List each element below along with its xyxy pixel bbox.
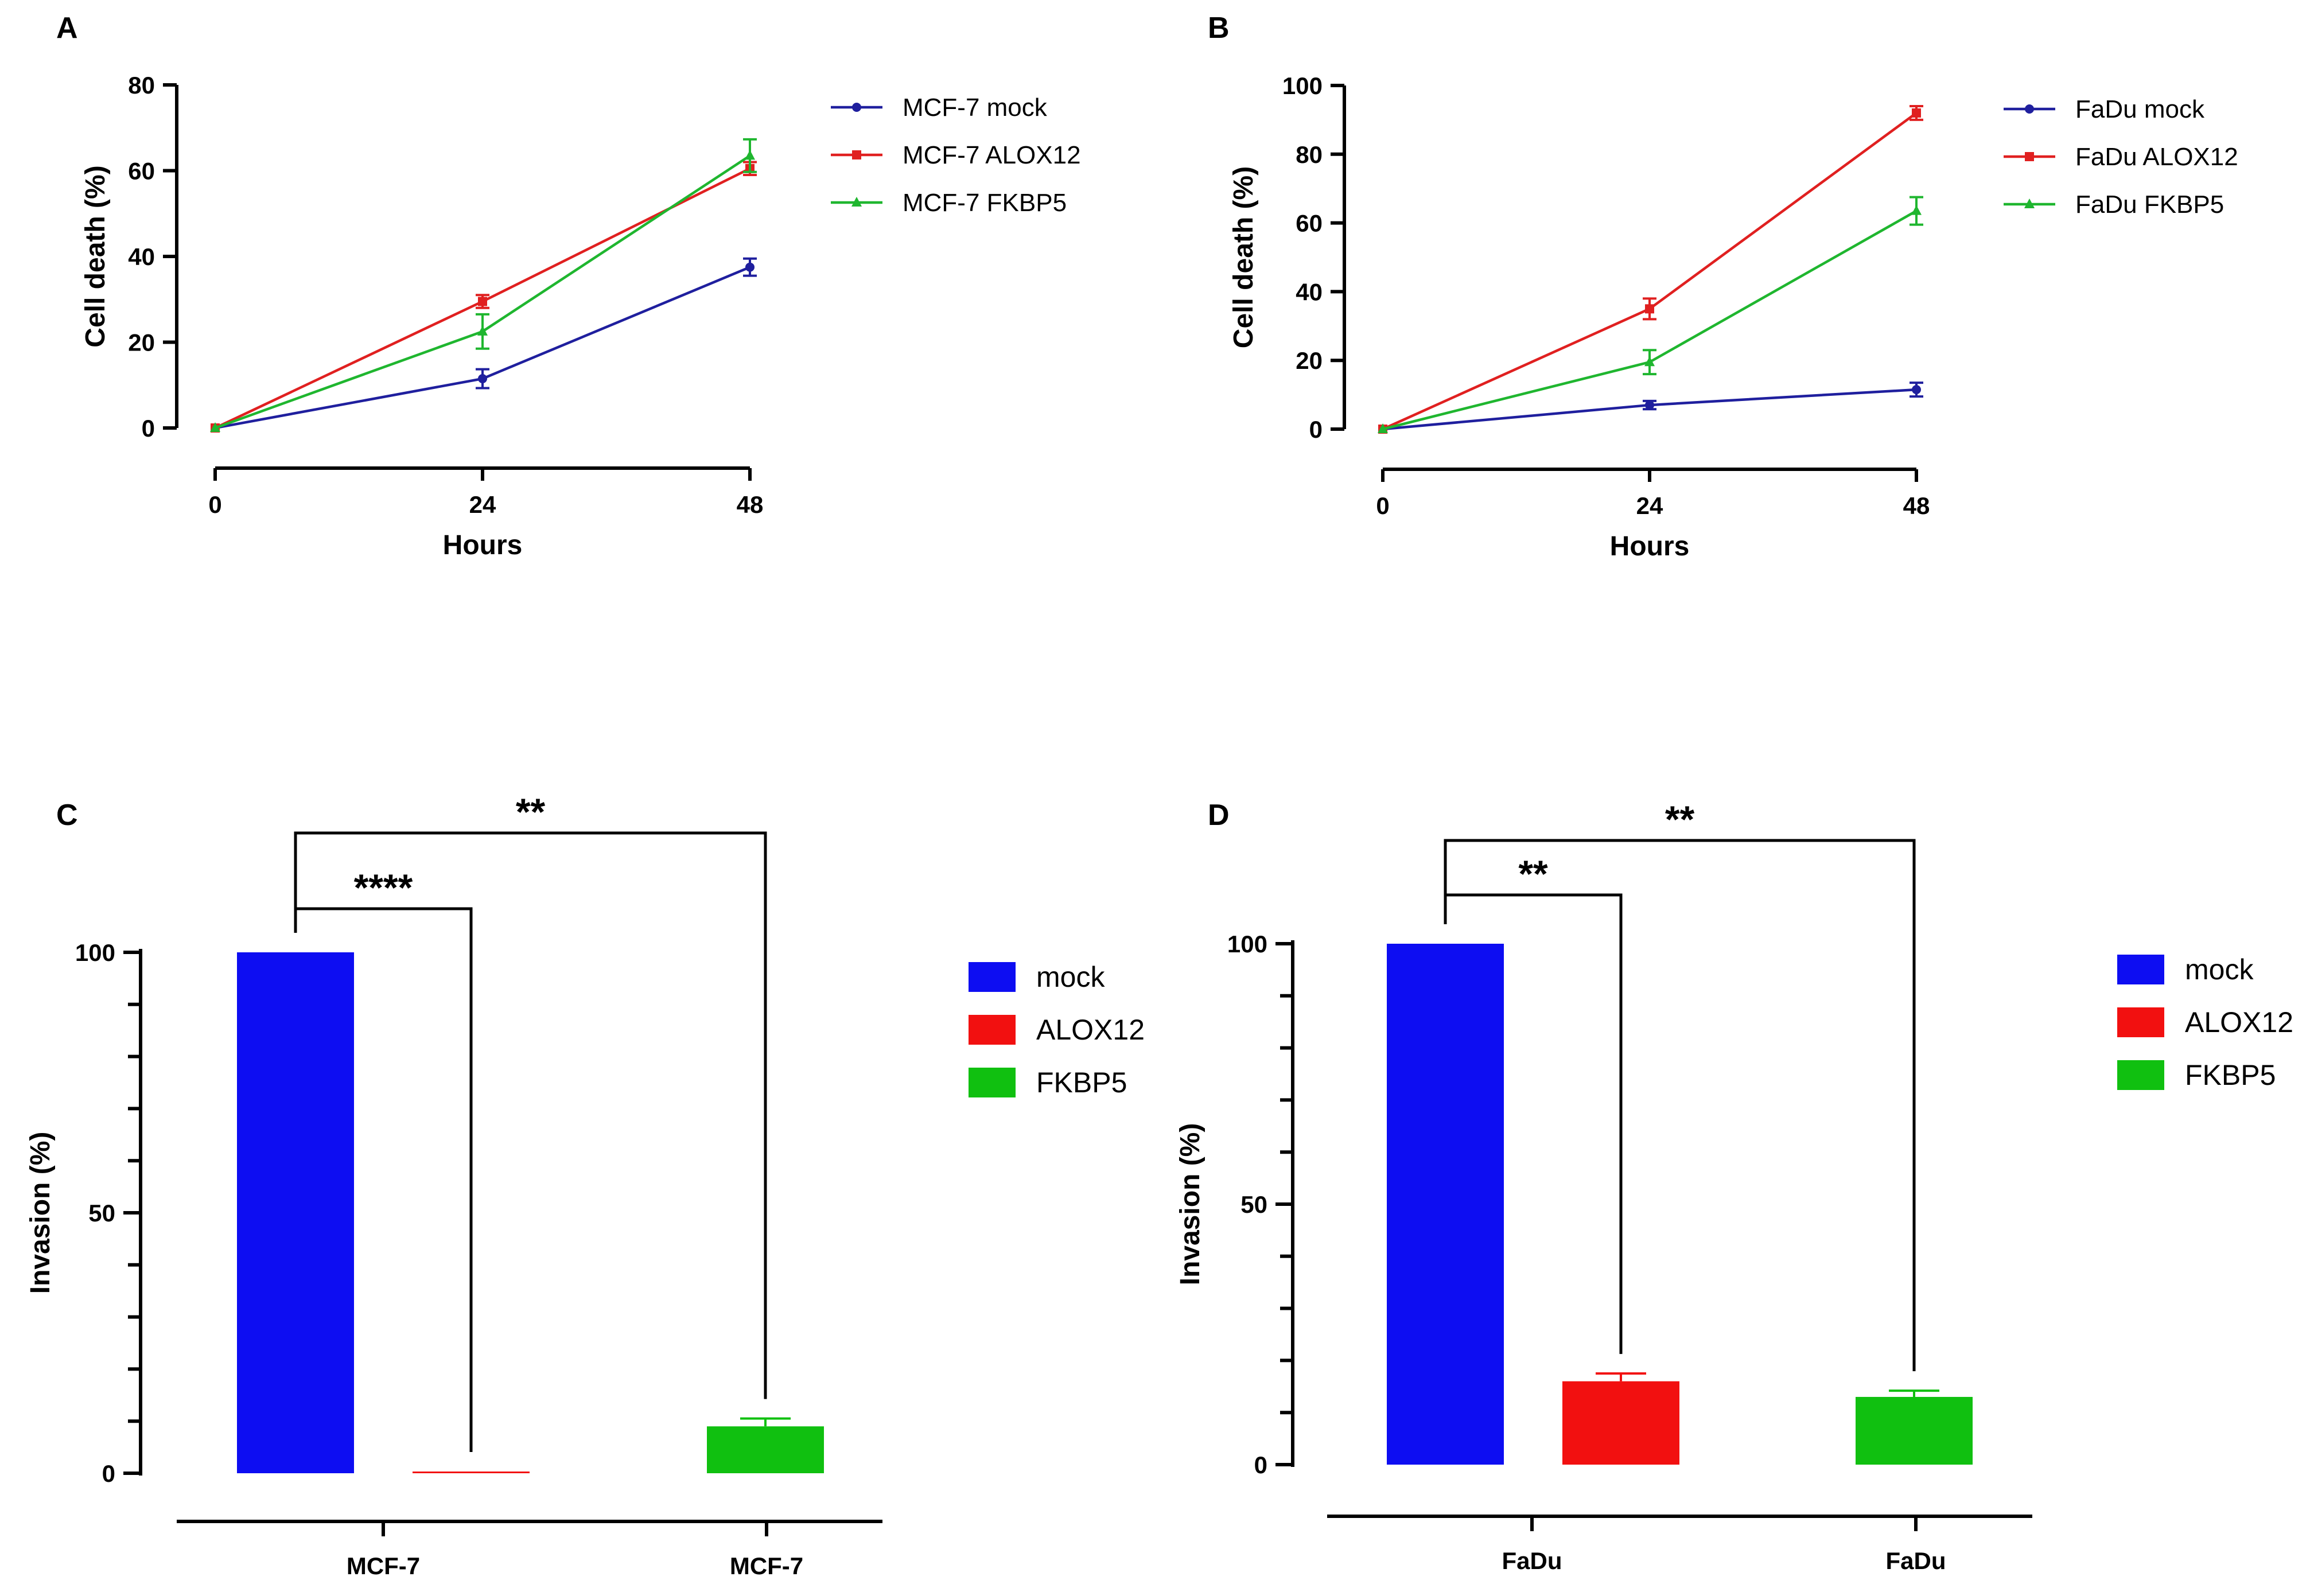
x-axis-title: Hours [1610,531,1690,562]
y-tick-label: 100 [1282,72,1323,99]
x-tick-label: 48 [737,491,764,518]
legend-marker [851,197,862,207]
significance-label: **** [354,866,413,909]
legend-label: mock [1036,961,1105,993]
y-tick-label: 80 [1296,141,1323,168]
y-tick-label: 100 [1227,931,1267,957]
y-tick-label: 0 [102,1460,115,1487]
data-point [1644,356,1655,367]
x-axis-title: Hours [443,530,523,560]
legend-label: FKBP5 [1036,1066,1127,1099]
y-axis-title: Invasion (%) [25,1132,56,1294]
y-tick-label: 100 [75,939,115,966]
legend-label: mock [2185,953,2254,986]
legend-marker [852,103,861,112]
x-tick-label: 48 [1903,492,1930,519]
data-point [1645,400,1654,410]
legend-label: MCF-7 mock [903,94,1048,122]
x-tick-label: 24 [469,491,496,518]
data-point [745,262,755,272]
x-category-label: MCF-7 [730,1552,803,1579]
y-tick-label: 60 [1296,210,1323,237]
x-tick-label: 0 [1376,492,1389,519]
y-axis-title: Invasion (%) [1175,1123,1205,1286]
panel-letter-a: A [56,11,78,45]
legend-marker [852,150,861,159]
y-tick-label: 50 [1240,1191,1267,1218]
legend-marker [2024,198,2035,208]
legend-swatch-mock [969,962,1016,992]
legend-label: FaDu ALOX12 [2075,143,2238,171]
bar-alox12 [1562,1381,1679,1465]
data-point [1378,423,1388,433]
y-axis-title: Cell death (%) [80,165,111,347]
data-point [745,150,755,160]
legend-label: FaDu FKBP5 [2075,190,2224,219]
x-category-label: FaDu [1886,1547,1946,1574]
y-tick-label: 20 [1296,347,1323,374]
legend-swatch-alox12 [969,1015,1016,1045]
significance-label: ** [1518,853,1548,895]
data-point [1912,385,1921,395]
y-tick-label: 0 [1309,416,1323,443]
bar-alox12 [413,1472,530,1473]
legend-label: MCF-7 FKBP5 [903,189,1067,217]
panel-c-bar-chart: 0 50 100 Invasion (%) MCF-7 MCF-7 mock ALOX12 FK… [25,791,1145,1579]
significance-label: ** [516,791,546,833]
panel-d-bar-chart: 0 50 100 Invasion (%) FaDu FaDu mock ALOX12 FKBP… [1175,798,2293,1574]
y-tick-label: 40 [1296,278,1323,305]
panel-letter-b: B [1208,11,1230,45]
series-line-fadu-alox12 [1382,112,1918,431]
y-tick-label: 80 [128,72,155,99]
legend-label: ALOX12 [1036,1014,1145,1046]
x-category-label: FaDu [1502,1547,1562,1574]
legend-swatch-mock [2117,955,2164,984]
data-point [477,325,488,336]
y-axis-title: Cell death (%) [1228,166,1259,348]
legend-marker [2025,104,2034,114]
y-tick-label: 0 [142,415,155,442]
data-point [210,422,220,432]
panel-letter-c: C [56,799,78,832]
bar-fkbp5 [1856,1396,1973,1465]
legend-swatch-fkbp5 [969,1068,1016,1097]
panel-letter-d: D [1208,799,1230,832]
y-tick-label: 0 [1254,1451,1267,1478]
legend-marker [2025,152,2034,161]
panel-a-line-chart: 0 20 40 60 80 0 24 48 Hours Cell death (%) MCF-7 m… [80,72,1081,560]
legend-label: MCF-7 ALOX12 [903,141,1081,169]
significance-label: ** [1665,798,1695,840]
data-point [478,297,487,306]
x-category-label: MCF-7 [347,1552,420,1579]
y-tick-label: 50 [88,1200,115,1227]
y-tick-label: 20 [128,329,155,356]
bar-mock [1387,944,1504,1465]
bar-fkbp5 [707,1426,824,1473]
legend-label: FaDu mock [2075,95,2205,123]
bar-mock [237,952,354,1473]
data-point [1645,304,1654,314]
data-point [478,374,487,384]
x-tick-label: 0 [208,491,221,518]
y-tick-label: 60 [128,158,155,185]
panel-b-line-chart: 0 20 40 60 80 100 0 24 48 Hours Cell death (%) FaDu… [1228,72,2238,562]
legend-swatch-fkbp5 [2117,1060,2164,1090]
x-tick-label: 24 [1636,492,1663,519]
significance-bracket [294,831,767,1399]
legend-swatch-alox12 [2117,1007,2164,1037]
significance-bracket [1444,839,1916,1372]
data-point [1911,205,1922,215]
data-point [1912,108,1921,118]
y-tick-label: 40 [128,243,155,270]
legend-label: FKBP5 [2185,1059,2276,1091]
legend-label: ALOX12 [2185,1006,2293,1038]
